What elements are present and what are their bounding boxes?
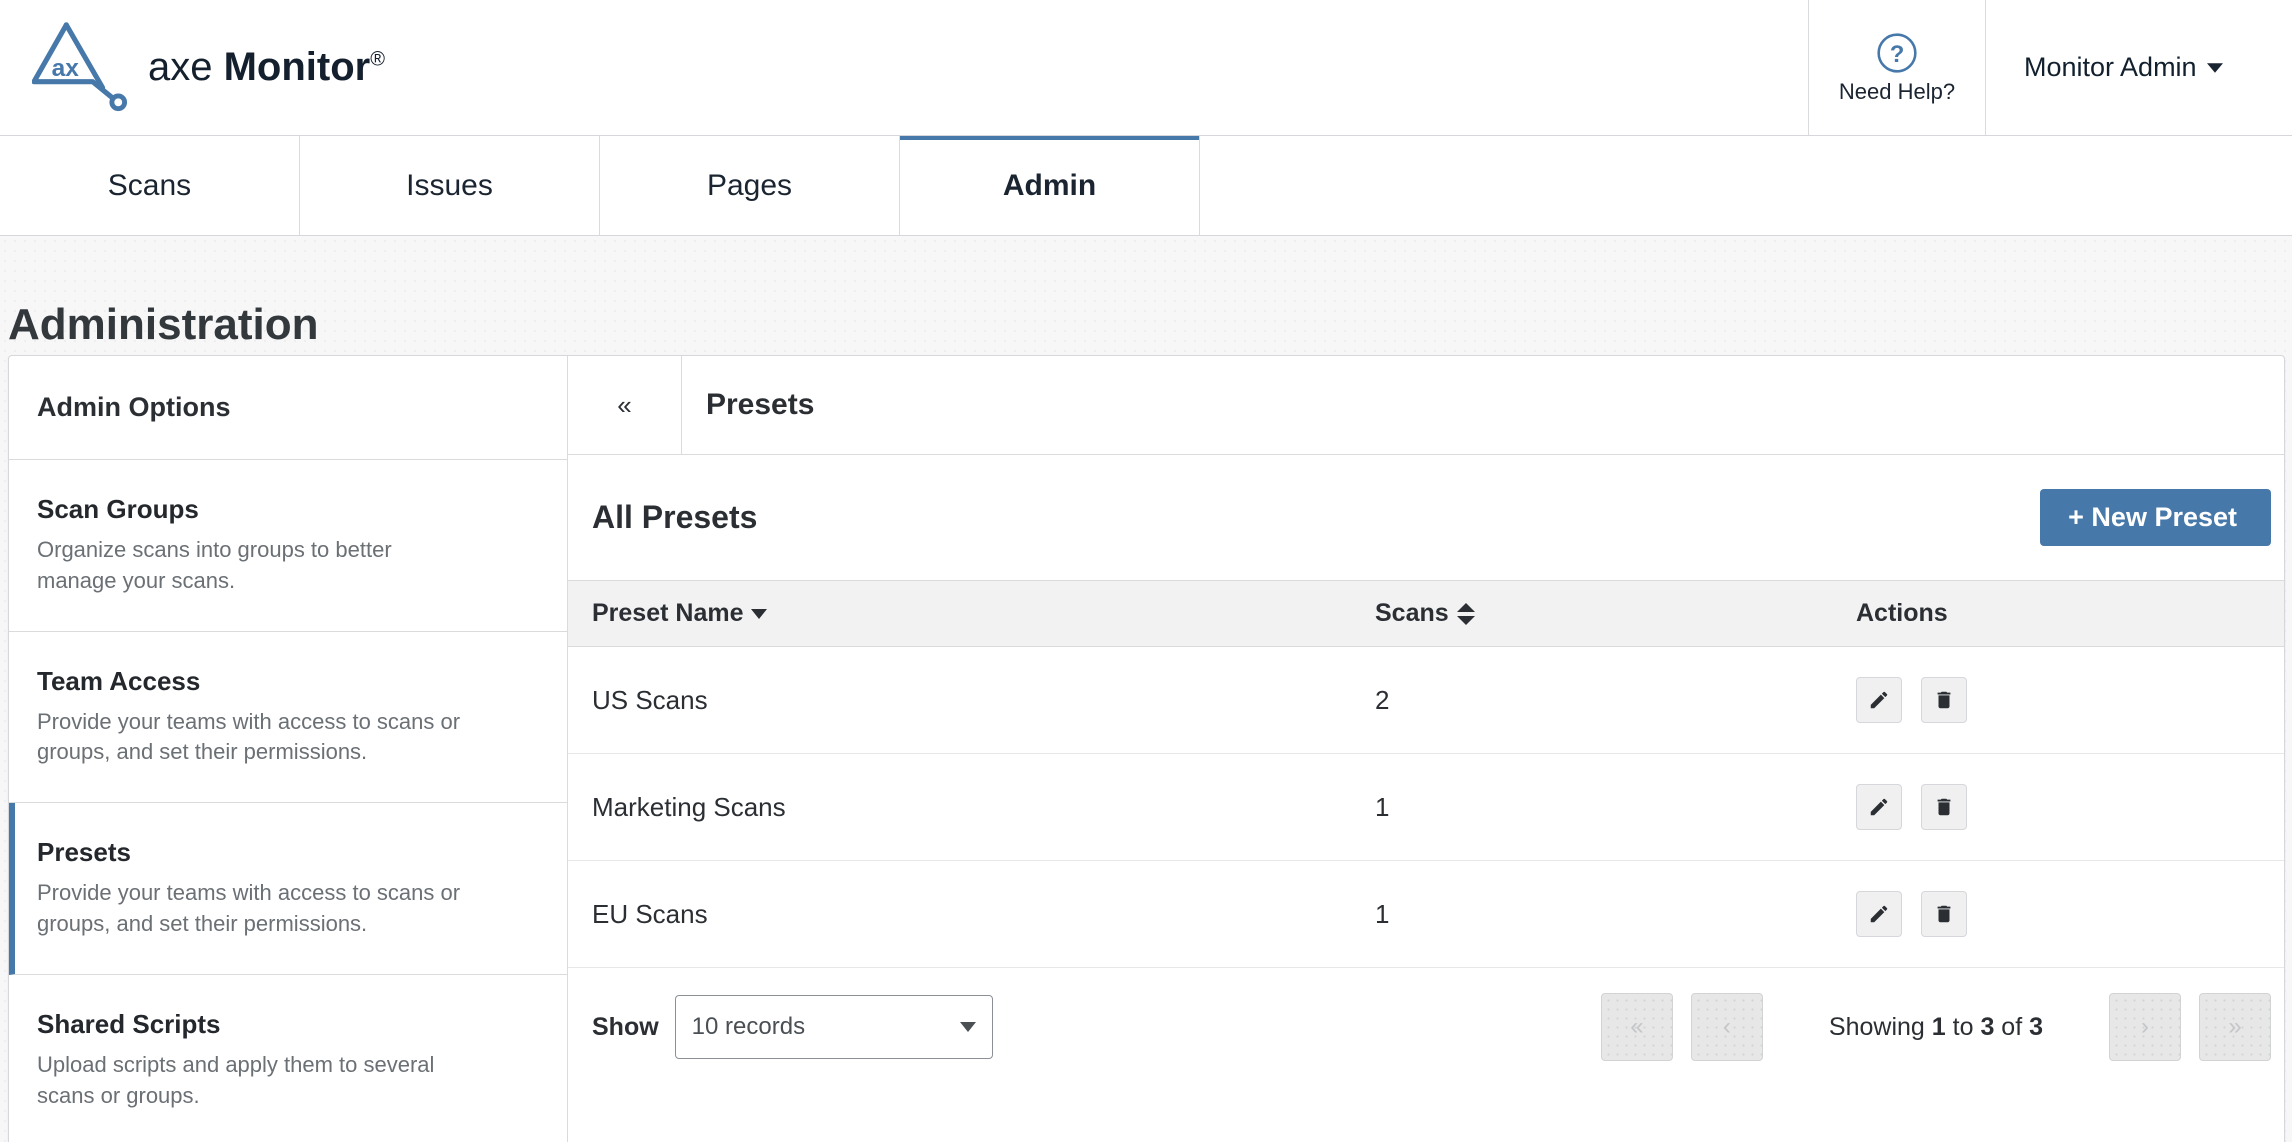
svg-text:ax: ax: [52, 54, 80, 81]
svg-text:?: ?: [1890, 41, 1905, 68]
